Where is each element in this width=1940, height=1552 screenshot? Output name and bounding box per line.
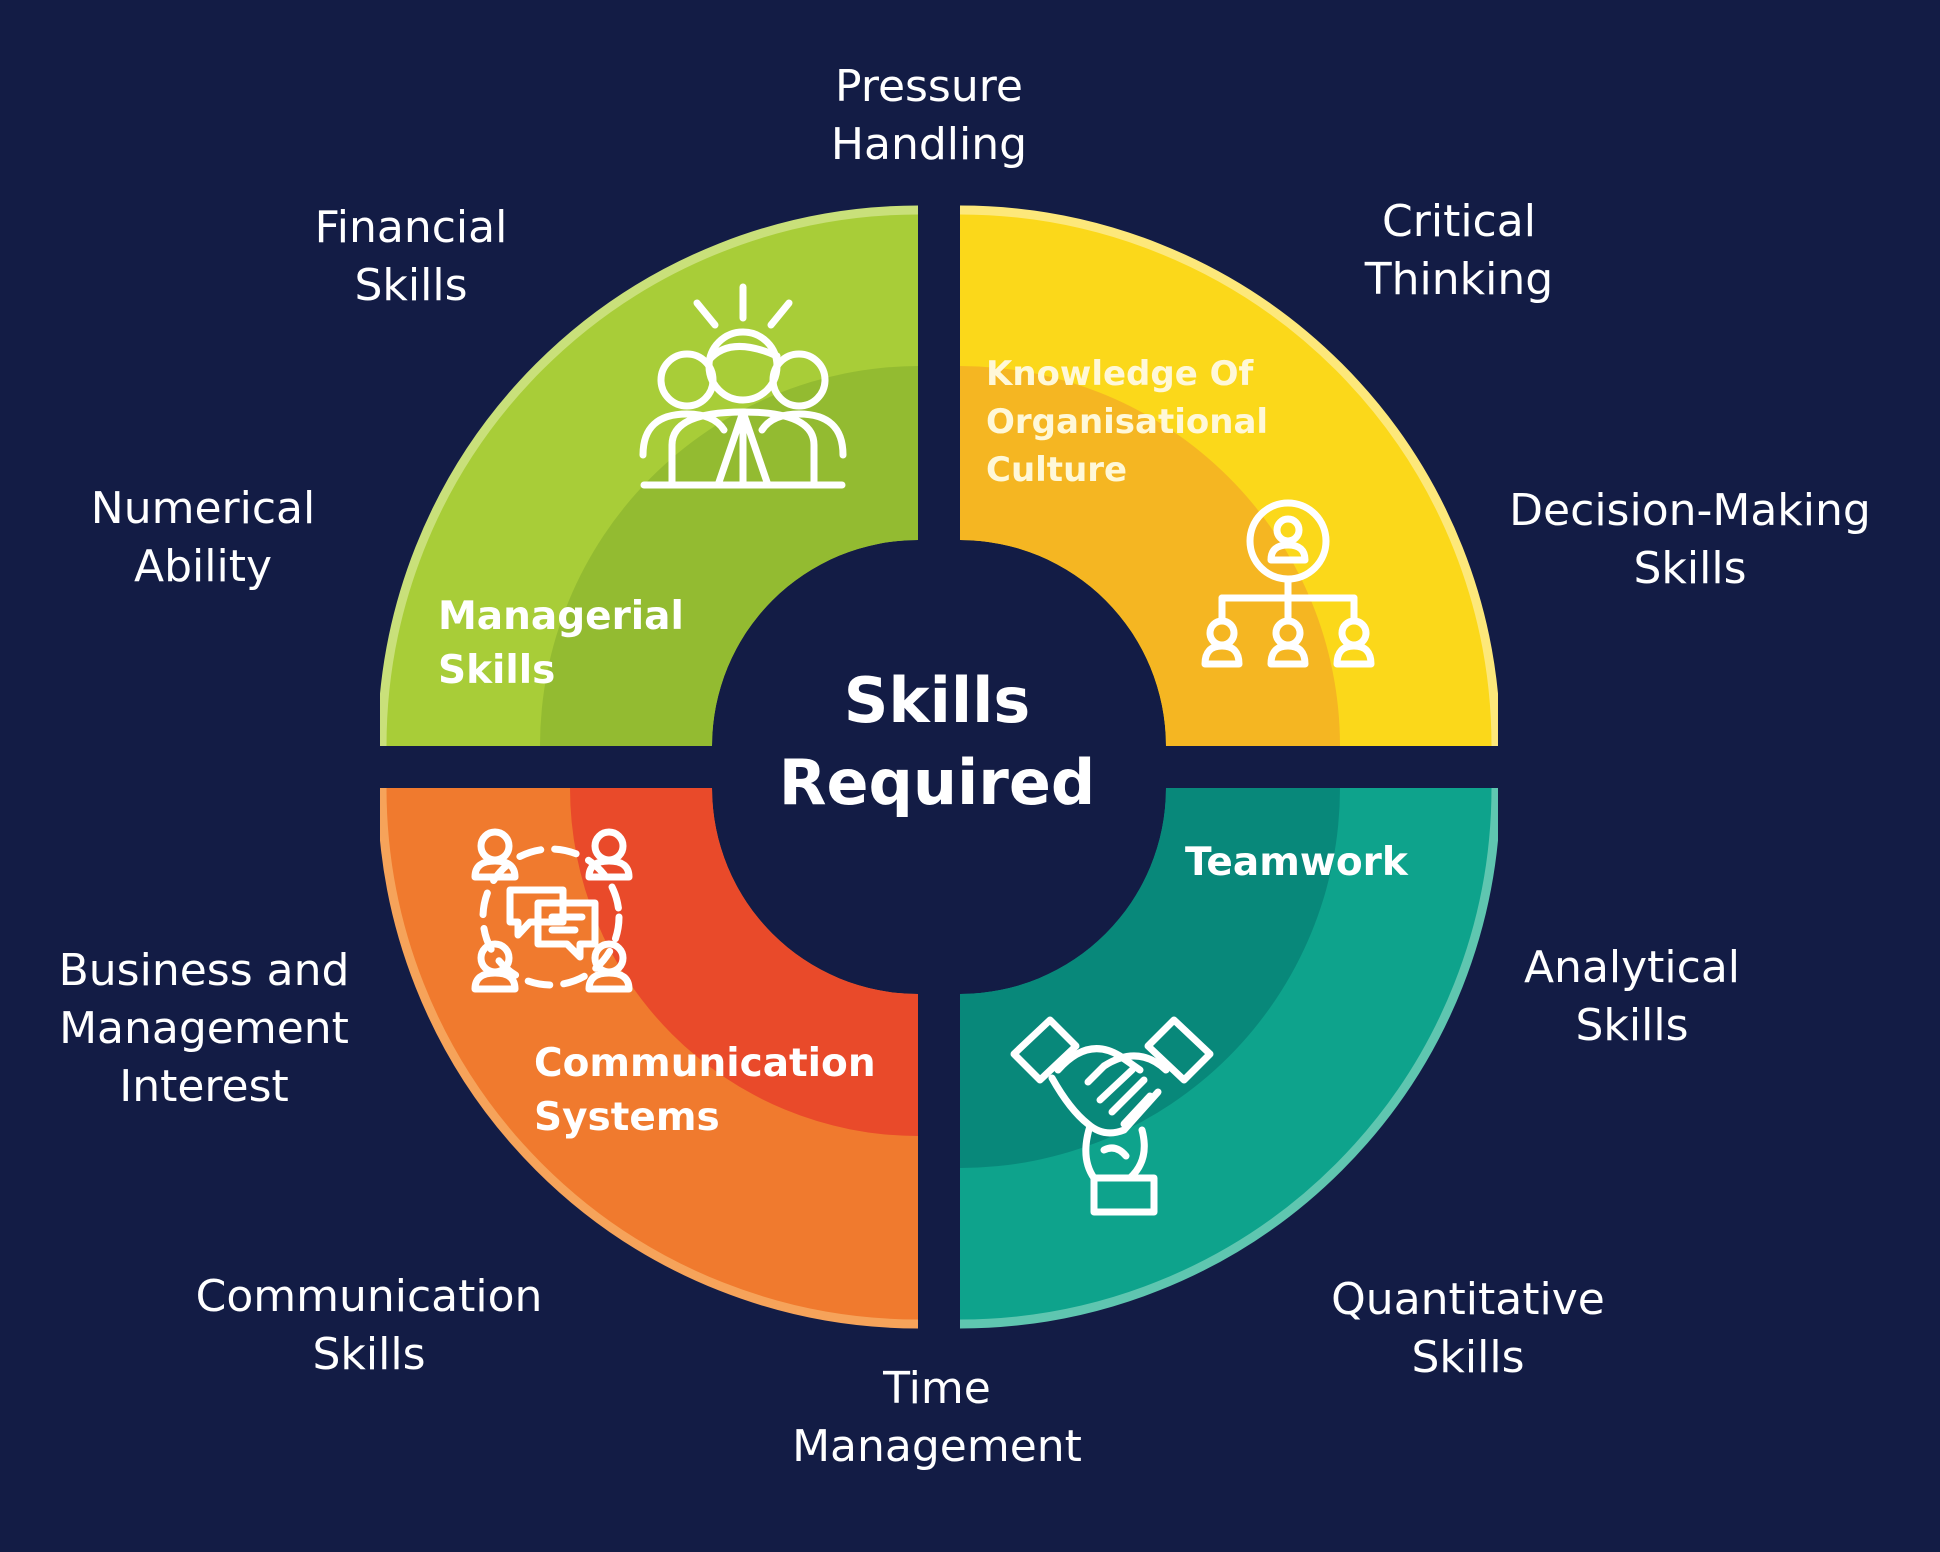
handshake-icon xyxy=(1010,1016,1214,1216)
outer-skill-line: Skills xyxy=(354,260,468,311)
segment-label-communication: Communication Systems xyxy=(534,1037,876,1145)
outer-skill-line: Skills xyxy=(1633,543,1747,594)
outer-skill-business-management: Business and Management Interest xyxy=(59,942,350,1116)
outer-skill-line: Financial xyxy=(314,202,508,253)
segment-label-line: Skills xyxy=(438,648,556,693)
center-title-line2: Required xyxy=(778,746,1096,819)
outer-skill-line: Business and xyxy=(58,945,350,996)
outer-skill-line: Ability xyxy=(134,541,272,592)
segment-label-teamwork: Teamwork xyxy=(1185,836,1408,890)
segment-label-line: Organisational xyxy=(986,402,1269,442)
center-title-line1: Skills xyxy=(843,664,1031,737)
outer-skill-line: Skills xyxy=(1575,1000,1689,1051)
outer-skill-line: Decision-Making xyxy=(1509,485,1871,536)
outer-skill-analytical: Analytical Skills xyxy=(1524,939,1740,1055)
outer-skill-communication: Communication Skills xyxy=(196,1268,543,1384)
outer-skill-line: Time xyxy=(883,1363,991,1414)
outer-skill-line: Interest xyxy=(119,1061,289,1112)
outer-skill-line: Quantitative xyxy=(1331,1274,1605,1325)
segment-label-line: Knowledge Of xyxy=(986,354,1254,394)
segment-label-line: Communication xyxy=(534,1041,876,1086)
outer-skill-pressure-handling: Pressure Handling xyxy=(831,58,1027,174)
segment-label-organisational: Knowledge Of Organisational Culture xyxy=(986,350,1268,494)
outer-skill-line: Analytical xyxy=(1523,942,1741,993)
outer-skill-line: Management xyxy=(59,1003,349,1054)
outer-skill-line: Critical xyxy=(1382,196,1536,247)
segment-organisational xyxy=(959,205,1498,747)
team-leader-icon xyxy=(639,283,847,489)
group-chat-icon xyxy=(471,828,633,993)
segment-label-managerial: Managerial Skills xyxy=(438,590,684,698)
outer-skill-line: Numerical xyxy=(90,483,316,534)
outer-skill-line: Thinking xyxy=(1364,254,1554,305)
outer-skill-decision-making: Decision-Making Skills xyxy=(1509,482,1871,598)
outer-skill-line: Skills xyxy=(1411,1332,1525,1383)
outer-skill-line: Pressure xyxy=(835,61,1023,112)
outer-skill-numerical: Numerical Ability xyxy=(91,480,315,596)
segment-label-line: Systems xyxy=(534,1095,720,1140)
outer-skill-time-management: Time Management xyxy=(792,1360,1082,1476)
center-title: Skills Required xyxy=(779,660,1096,824)
segment-managerial xyxy=(380,205,919,747)
org-chart-icon xyxy=(1201,499,1375,668)
outer-skill-critical-thinking: Critical Thinking xyxy=(1365,193,1553,309)
segment-label-line: Culture xyxy=(986,450,1128,490)
outer-skill-financial: Financial Skills xyxy=(315,199,508,315)
outer-skill-line: Communication xyxy=(195,1271,543,1322)
segment-label-line: Managerial xyxy=(438,594,684,639)
outer-skill-line: Skills xyxy=(312,1329,426,1380)
outer-skill-line: Handling xyxy=(830,119,1028,170)
outer-skill-line: Management xyxy=(792,1421,1082,1472)
segment-label-line: Teamwork xyxy=(1185,840,1408,885)
outer-skill-quantitative: Quantitative Skills xyxy=(1331,1271,1605,1387)
